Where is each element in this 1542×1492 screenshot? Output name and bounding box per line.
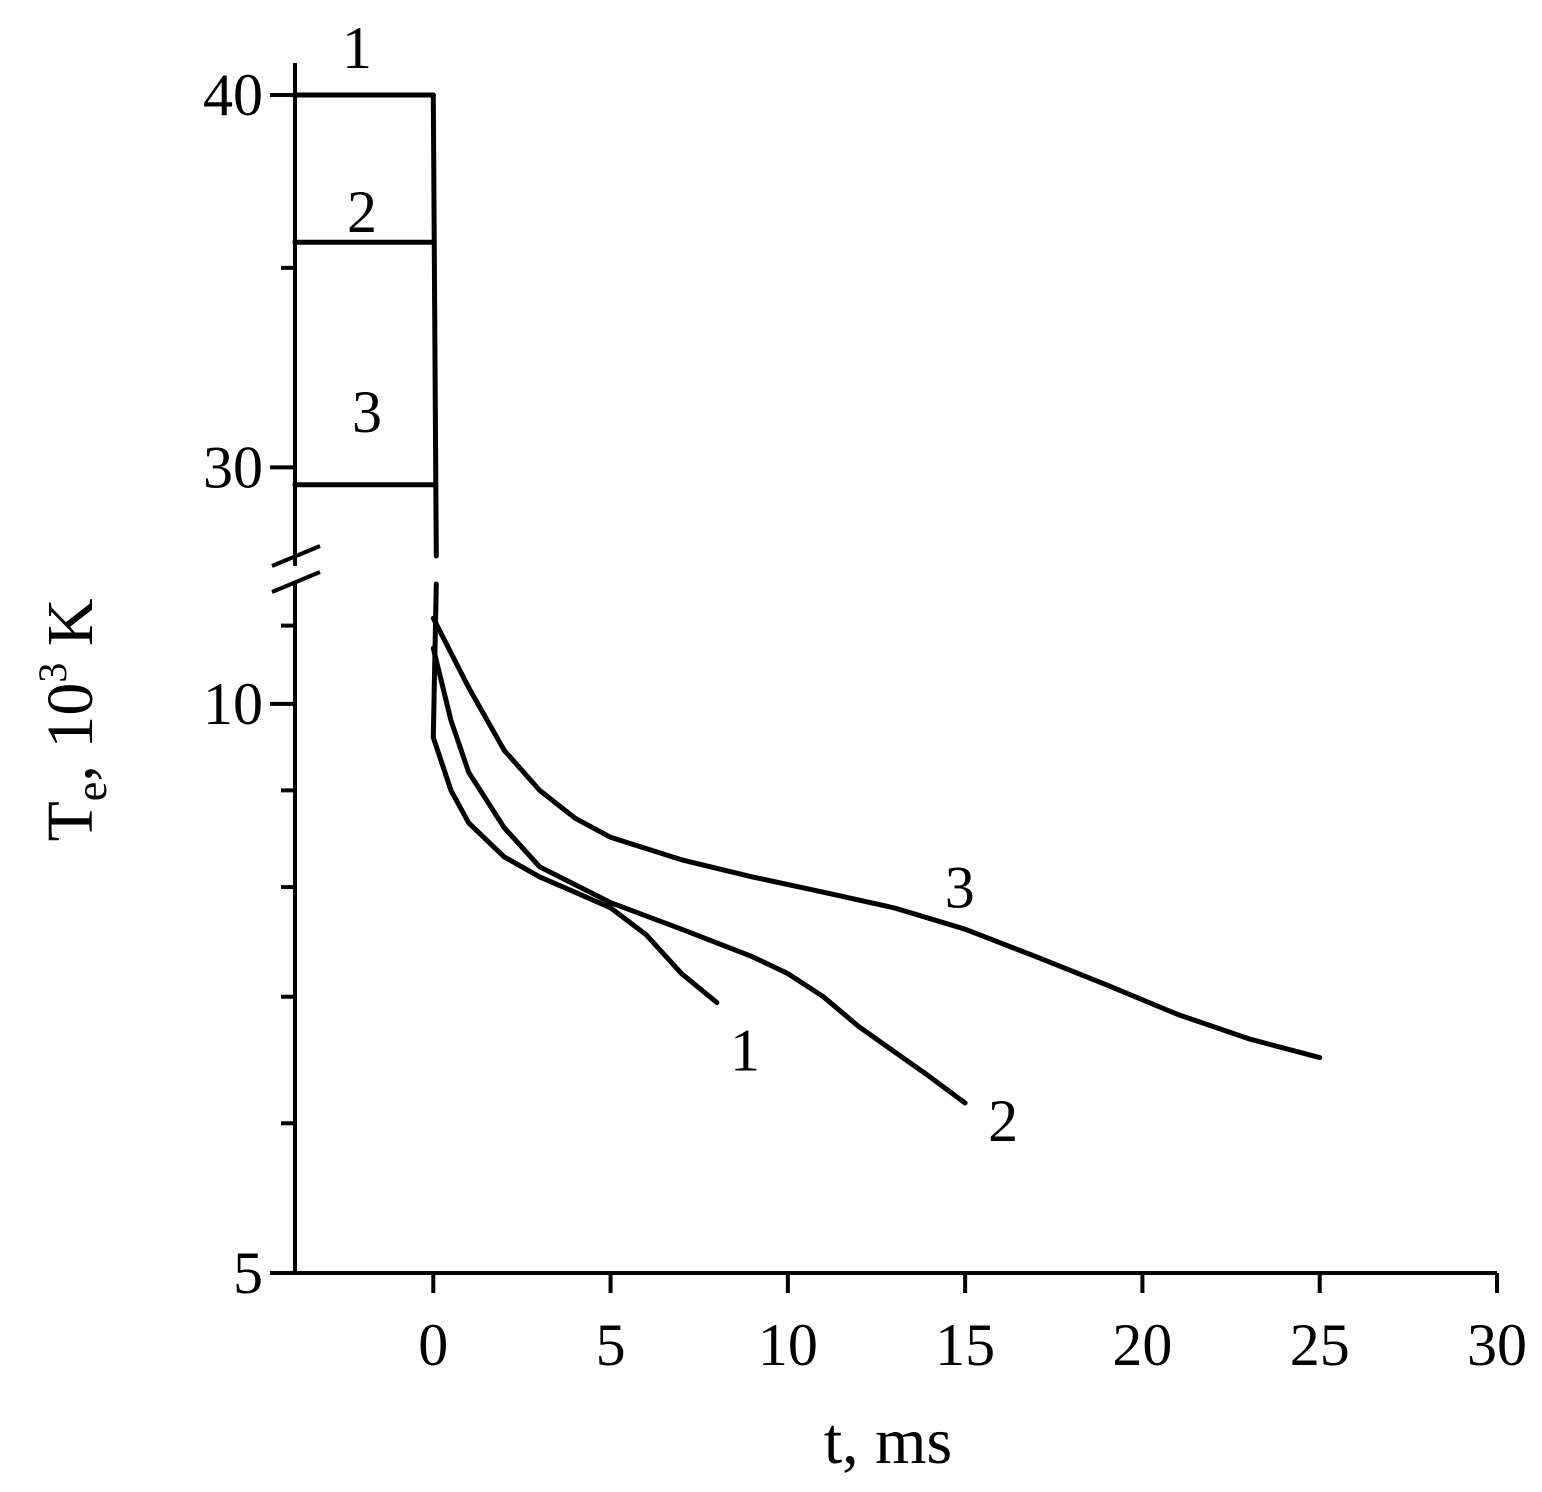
series-3-decay-line (430, 615, 1323, 1061)
y-axis-title-rest: , 10 (34, 683, 107, 782)
x-tick-label: 25 (1290, 1312, 1350, 1378)
series-2-label-upper: 2 (347, 179, 377, 245)
axes (271, 63, 1497, 1275)
x-tick-label: 5 (596, 1312, 626, 1378)
series-1-label-curve: 1 (730, 1018, 760, 1084)
x-tick-label: 0 (418, 1312, 448, 1378)
series-2-decay-line (430, 645, 968, 1106)
curve-labels: 1 1 2 2 3 3 (342, 15, 1018, 1154)
y-ticks: 30 40 5 10 (203, 62, 295, 1306)
x-tick-label: 30 (1467, 1312, 1527, 1378)
y-tick-label: 5 (233, 1240, 263, 1306)
y-tick-label: 40 (203, 62, 263, 128)
series-3-label-curve: 3 (945, 855, 975, 921)
x-tick-label: 20 (1112, 1312, 1172, 1378)
y-axis-title-sub: e (67, 782, 116, 802)
drop-line-lower (430, 581, 439, 740)
series-2-label-curve: 2 (988, 1088, 1018, 1154)
drop-line-upper (430, 92, 439, 559)
y-tick-label: 10 (203, 671, 263, 737)
y-axis-title-main: T (34, 801, 107, 841)
y-tick-label: 30 (203, 434, 263, 500)
x-tick-label: 15 (935, 1312, 995, 1378)
axis-break-mark-top (271, 544, 321, 568)
series-layer (292, 92, 1323, 1106)
axis-break-mark-bottom (271, 570, 321, 594)
y-axis-title: Te, 103 K (30, 598, 116, 841)
series-1-decay-line (430, 734, 720, 1006)
series-1-label-upper: 1 (342, 15, 372, 81)
y-axis-title-unit: K (34, 598, 107, 662)
x-axis-title: t, ms (824, 1405, 952, 1478)
x-ticks: 0 5 10 15 20 25 30 (418, 1273, 1527, 1378)
series-3-label-upper: 3 (352, 379, 382, 445)
x-tick-label: 10 (758, 1312, 818, 1378)
y-axis-title-sup: 3 (30, 663, 75, 683)
